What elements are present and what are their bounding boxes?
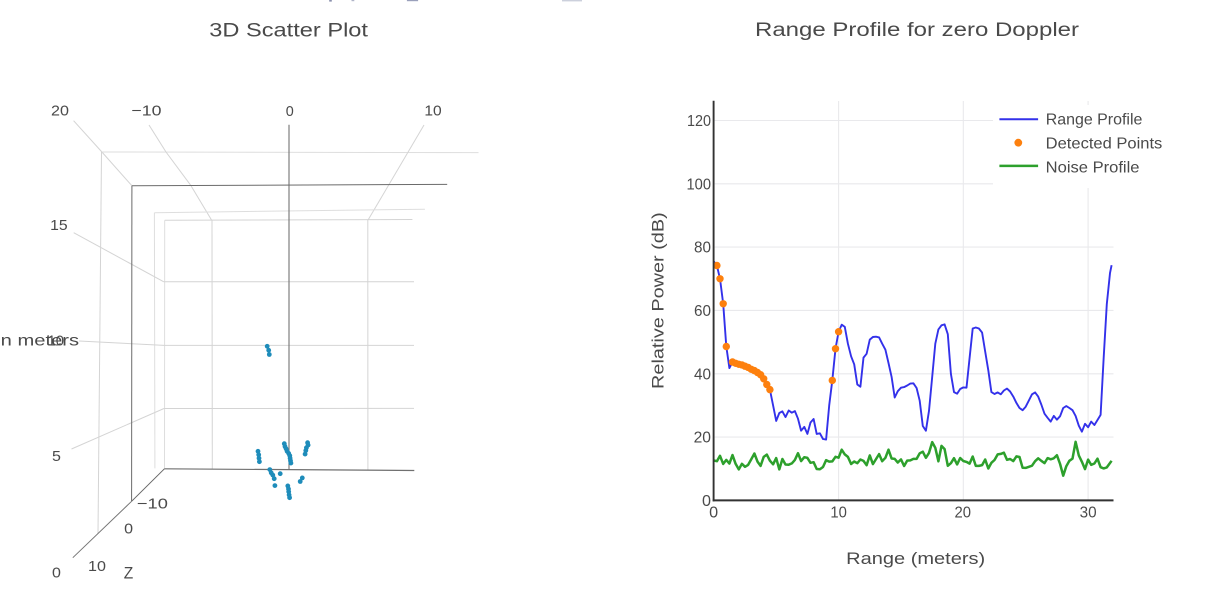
svg-text:5: 5: [52, 448, 61, 465]
svg-text:Range Profile: Range Profile: [1046, 111, 1143, 128]
svg-text:3D Scatter Plot: 3D Scatter Plot: [209, 21, 369, 42]
svg-text:−10: −10: [137, 496, 168, 513]
svg-text:20: 20: [51, 102, 69, 119]
svg-text:Noise Profile: Noise Profile: [1046, 160, 1140, 177]
svg-text:0: 0: [709, 505, 718, 522]
svg-text:10: 10: [424, 102, 441, 119]
svg-text:Range Profile for zero Doppler: Range Profile for zero Doppler: [755, 20, 1080, 41]
svg-text:20: 20: [694, 430, 712, 447]
svg-text:100: 100: [687, 176, 712, 193]
svg-text:0: 0: [286, 103, 294, 120]
svg-text:10: 10: [830, 505, 847, 522]
svg-text:10: 10: [88, 558, 106, 575]
svg-text:−10: −10: [131, 102, 161, 119]
svg-text:Z: Z: [124, 564, 134, 582]
svg-text:80: 80: [694, 240, 711, 257]
svg-text:0: 0: [52, 565, 61, 582]
svg-text:120: 120: [687, 113, 711, 130]
svg-text:10: 10: [48, 333, 65, 350]
svg-text:40: 40: [694, 366, 711, 383]
svg-text:Detected Points: Detected Points: [1046, 136, 1163, 153]
svg-text:n meters: n meters: [1, 333, 79, 350]
svg-text:0: 0: [124, 521, 133, 538]
svg-text:15: 15: [50, 217, 67, 234]
svg-text:Relative Power (dB): Relative Power (dB): [650, 212, 668, 389]
svg-text:20: 20: [955, 505, 972, 522]
svg-text:0: 0: [702, 493, 711, 510]
svg-text:30: 30: [1080, 505, 1097, 522]
svg-text:Range (meters): Range (meters): [846, 550, 985, 568]
svg-text:60: 60: [694, 303, 711, 320]
